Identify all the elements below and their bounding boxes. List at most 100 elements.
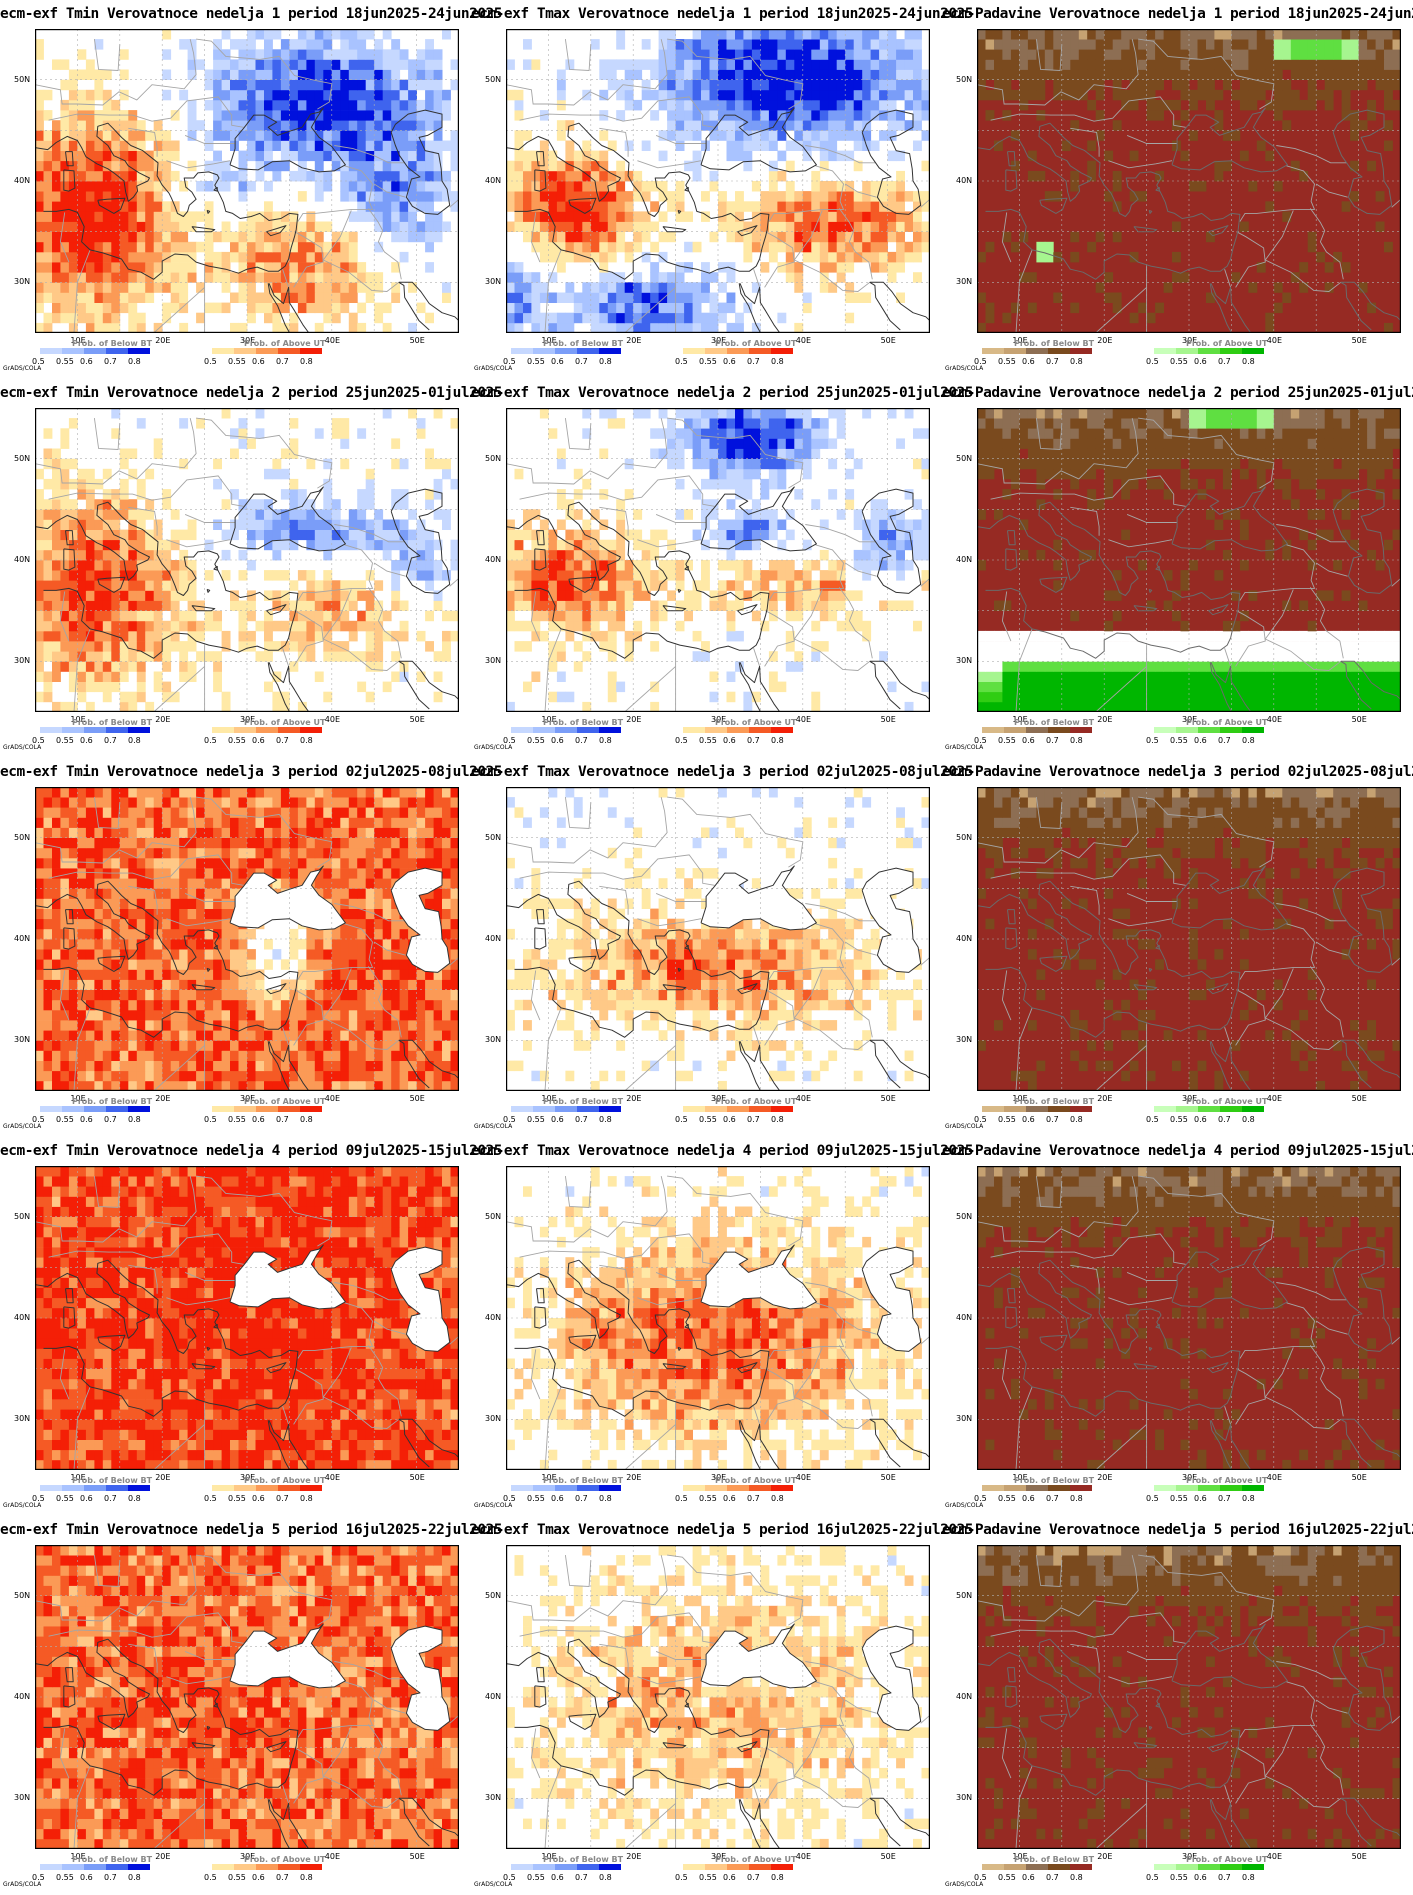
lon-tick-label: 50E xyxy=(1351,1094,1367,1103)
graticule xyxy=(977,1166,1401,1470)
legend-swatch xyxy=(555,1106,577,1112)
legend-swatch xyxy=(128,1485,150,1491)
legend-colorbar-above xyxy=(683,1485,793,1491)
legend-swatch xyxy=(1004,727,1026,733)
legend-tick: 0.8 xyxy=(599,1494,612,1503)
legend-title-dry: Prob. of Below BT xyxy=(1014,1855,1095,1864)
legend-swatch xyxy=(749,348,771,354)
legend-colorbar-above xyxy=(683,1864,793,1870)
panel-title: ecm-exf Tmax Verovatnoce nedelja 3 perio… xyxy=(471,764,974,780)
lat-tick-label: 40N xyxy=(956,1313,973,1322)
legend-swatch xyxy=(771,1485,793,1491)
grads-credit: GrADS/COLA xyxy=(3,1123,42,1130)
map-panel-tmax-week-2: ecm-exf Tmax Verovatnoce nedelja 2 perio… xyxy=(471,379,974,758)
lat-tick-label: 30N xyxy=(956,277,973,287)
legend-tick: 0.5 xyxy=(974,1494,987,1503)
lon-tick-label: 30E xyxy=(1182,1852,1198,1861)
lon-tick-label: 10E xyxy=(70,1473,86,1482)
legend-swatch xyxy=(62,1106,84,1112)
legend-tick: 0.8 xyxy=(128,736,141,745)
legend-swatch xyxy=(1048,1106,1070,1112)
legend-swatch xyxy=(1220,1106,1242,1112)
legend-tick: 0.7 xyxy=(575,1873,588,1882)
legend-swatch xyxy=(300,348,322,354)
legend-swatch xyxy=(771,1106,793,1112)
inland-sea xyxy=(391,868,450,973)
lon-tick-label: 30E xyxy=(1182,336,1198,345)
legend-tick: 0.8 xyxy=(599,736,612,745)
legend-tick: 0.5 xyxy=(32,1873,45,1882)
legend-swatch xyxy=(62,1864,84,1870)
panel-title: ecm-exf Tmax Verovatnoce nedelja 4 perio… xyxy=(471,1143,974,1159)
legend-tick: 0.55 xyxy=(1170,1873,1188,1882)
lat-tick-label: 40N xyxy=(14,934,31,943)
legend-tick: 0.6 xyxy=(551,357,564,366)
lon-tick-label: 30E xyxy=(240,1473,256,1482)
legend-title-above: Prob. of Above UT xyxy=(715,1097,797,1106)
map-panel-prec-week-4: ecm-Padavine Verovatnoce nedelja 4 perio… xyxy=(942,1137,1413,1516)
legend-colorbar-dry xyxy=(982,727,1092,733)
legend-swatch xyxy=(577,727,599,733)
coastlines xyxy=(977,1623,1401,1849)
legend-swatch xyxy=(1176,727,1198,733)
map-frame xyxy=(506,1166,930,1470)
legend-swatch xyxy=(1070,1485,1092,1491)
legend-tick: 0.5 xyxy=(32,1494,45,1503)
lat-tick-label: 50N xyxy=(956,1211,973,1221)
legend-colorbar-dry xyxy=(982,1106,1092,1112)
legend-swatch xyxy=(599,1864,621,1870)
panel-title: ecm-exf Tmin Verovatnoce nedelja 5 perio… xyxy=(0,1522,503,1538)
coastlines xyxy=(35,486,459,712)
legend-tick: 0.55 xyxy=(699,357,717,366)
probability-cells xyxy=(977,1166,1401,1470)
country-borders xyxy=(35,1554,459,1849)
legend-tick: 0.7 xyxy=(276,1873,289,1882)
legend-tick: 0.7 xyxy=(104,1115,117,1124)
legend-tick: 0.55 xyxy=(527,1494,545,1503)
lon-tick-label: 40E xyxy=(1266,1473,1283,1482)
legend-swatch xyxy=(683,727,705,733)
map-frame xyxy=(35,787,459,1091)
legend-swatch xyxy=(234,348,256,354)
legend-swatch xyxy=(106,1485,128,1491)
legend-title-below: Prob. of Below BT xyxy=(543,718,624,727)
legend-colorbar-above xyxy=(683,727,793,733)
legend-swatch xyxy=(106,348,128,354)
legend-tick: 0.5 xyxy=(204,357,217,366)
legend-swatch xyxy=(256,1485,278,1491)
map-frame xyxy=(977,787,1401,1091)
map-panel-tmax-week-5: ecm-exf Tmax Verovatnoce nedelja 5 perio… xyxy=(471,1516,974,1895)
legend-tick: 0.55 xyxy=(56,357,74,366)
legend-tick: 0.6 xyxy=(551,1494,564,1503)
lon-tick-label: 40E xyxy=(795,715,812,724)
legend-swatch xyxy=(278,1864,300,1870)
coastlines xyxy=(977,107,1401,333)
lon-tick-label: 10E xyxy=(541,1094,557,1103)
legend-tick: 0.6 xyxy=(723,1115,736,1124)
legend-tick: 0.6 xyxy=(1022,736,1035,745)
legend-tick: 0.8 xyxy=(300,1115,313,1124)
legend-title-dry: Prob. of Below BT xyxy=(1014,718,1095,727)
panel-title: ecm-exf Tmax Verovatnoce nedelja 2 perio… xyxy=(471,385,974,401)
legend-tick: 0.8 xyxy=(771,1873,784,1882)
legend-tick: 0.55 xyxy=(527,736,545,745)
legend-tick: 0.7 xyxy=(1218,736,1231,745)
map-frame xyxy=(977,1545,1401,1849)
legend-tick: 0.7 xyxy=(575,357,588,366)
lon-tick-label: 10E xyxy=(70,1852,86,1861)
legend-tick: 0.8 xyxy=(1070,357,1083,366)
panel-title: ecm-Padavine Verovatnoce nedelja 1 perio… xyxy=(942,6,1413,22)
lat-tick-label: 40N xyxy=(14,555,31,564)
grads-credit: GrADS/COLA xyxy=(474,1123,513,1130)
legend-swatch xyxy=(62,1485,84,1491)
legend-swatch xyxy=(40,1485,62,1491)
legend-tick: 0.6 xyxy=(1194,736,1207,745)
lon-tick-label: 40E xyxy=(1266,1094,1283,1103)
map-panel-tmax-week-4: ecm-exf Tmax Verovatnoce nedelja 4 perio… xyxy=(471,1137,974,1516)
legend-title-wet: Prob. of Above UT xyxy=(1186,1097,1268,1106)
legend-swatch xyxy=(128,727,150,733)
legend-tick: 0.55 xyxy=(56,736,74,745)
lon-tick-label: 10E xyxy=(1012,1473,1028,1482)
legend-tick: 0.7 xyxy=(1046,357,1059,366)
legend-swatch xyxy=(1004,1485,1026,1491)
